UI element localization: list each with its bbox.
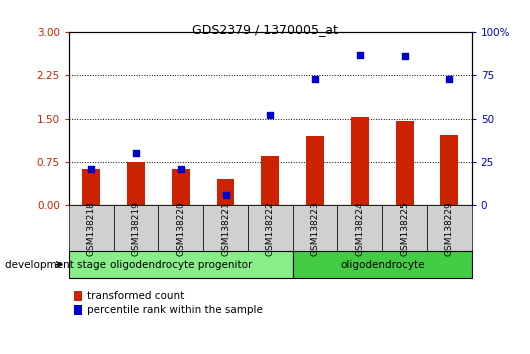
Bar [306,136,324,205]
Text: GSM138218: GSM138218 [87,201,96,256]
Text: oligodendrocyte progenitor: oligodendrocyte progenitor [110,259,252,270]
Point [445,76,454,82]
Text: GSM138219: GSM138219 [131,201,140,256]
Bar [217,179,234,205]
Point [176,167,185,172]
Text: oligodendrocyte: oligodendrocyte [340,259,425,270]
Text: GSM138220: GSM138220 [176,201,186,256]
Text: development stage: development stage [5,259,107,270]
Text: GSM138223: GSM138223 [311,201,320,256]
Point [266,112,275,118]
Text: GSM138222: GSM138222 [266,201,275,256]
Bar [351,118,369,205]
Text: GSM138221: GSM138221 [221,201,230,256]
Point [400,53,409,59]
Bar [82,170,100,205]
Point [311,76,319,82]
Text: transformed count: transformed count [87,291,184,301]
Bar [261,156,279,205]
Text: GSM138229: GSM138229 [445,201,454,256]
Point [87,167,95,172]
Bar [172,170,190,205]
Text: percentile rank within the sample: percentile rank within the sample [87,305,263,315]
Bar [395,121,413,205]
Bar [127,162,145,205]
Text: GSM138224: GSM138224 [355,201,364,256]
Point [222,192,230,198]
Point [356,52,364,58]
Point [132,150,140,156]
Text: GDS2379 / 1370005_at: GDS2379 / 1370005_at [192,23,338,36]
Bar [440,135,458,205]
Text: GSM138225: GSM138225 [400,201,409,256]
